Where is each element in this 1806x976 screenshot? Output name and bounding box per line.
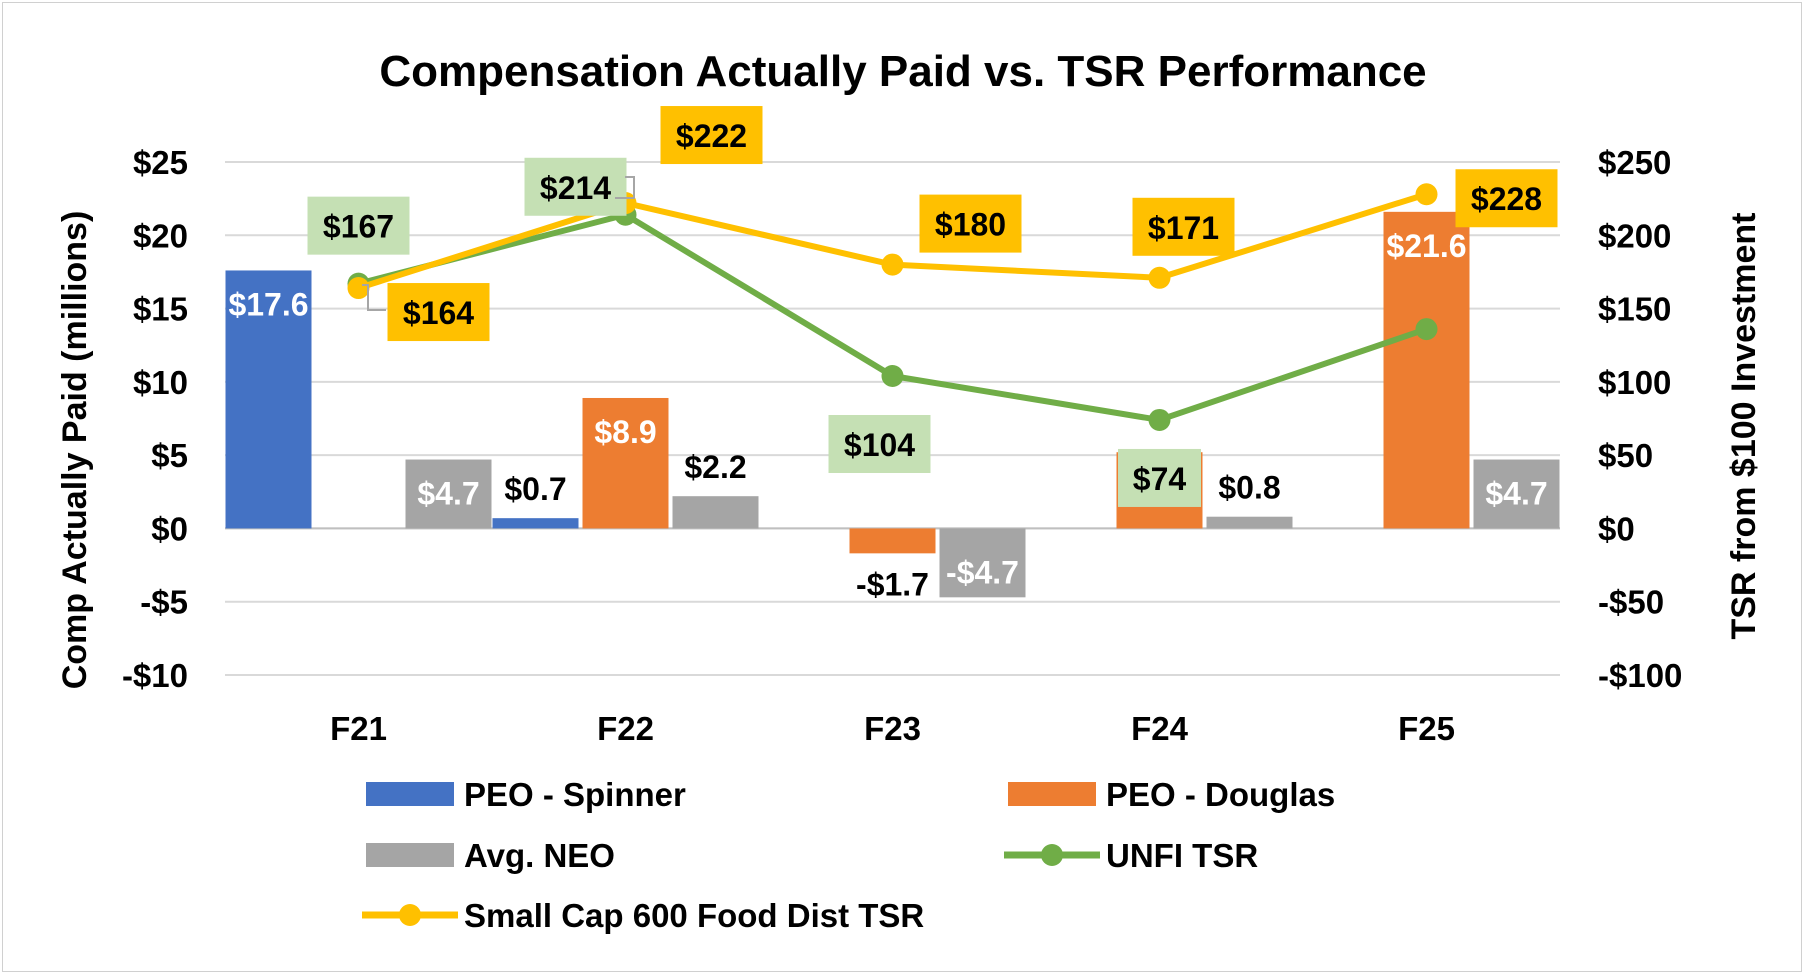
category-label: F24 [1131, 710, 1189, 747]
line-label-box [919, 194, 1022, 253]
category-label: F22 [597, 710, 654, 747]
bar [492, 518, 579, 529]
line-marks [347, 183, 1438, 431]
left-axis-ticks: $25 $20 $15 $10 $5 $0 -$5 -$10 [122, 144, 188, 694]
right-tick-label: -$100 [1598, 657, 1682, 694]
bar-data-label: -$1.7 [856, 566, 929, 602]
chart-title: Compensation Actually Paid vs. TSR Perfo… [379, 47, 1426, 96]
series-marker [1148, 408, 1171, 431]
legend-swatch [366, 782, 454, 806]
line-data-label: $167 [323, 209, 394, 245]
right-tick-label: $150 [1598, 291, 1671, 328]
bar-data-label: $2.2 [684, 449, 746, 485]
legend-label: Small Cap 600 Food Dist TSR [464, 897, 924, 934]
left-tick-label: $15 [133, 291, 188, 328]
right-tick-label: $100 [1598, 364, 1671, 401]
bar-data-label: $8.9 [594, 414, 656, 450]
series-marker [1148, 266, 1171, 289]
bar-data-label: $4.7 [1485, 476, 1547, 512]
bar [1383, 211, 1470, 529]
line-label-box [1132, 197, 1235, 256]
bar-data-label: $0.8 [1218, 470, 1280, 506]
right-axis-title: TSR from $100 Investment [1725, 212, 1763, 639]
bar [939, 528, 1026, 598]
series-marker [1415, 318, 1438, 341]
category-labels: F21 F22 F23 F24 F25 [330, 710, 1455, 747]
line-label-box [387, 283, 490, 342]
line-label-box [307, 196, 410, 255]
line-label-box [660, 106, 763, 165]
data-labels: $17.6$0.7$8.9-$1.7$5.2$21.6$4.7$2.2-$4.7… [228, 106, 1558, 602]
line-data-label: $104 [844, 427, 915, 463]
line-data-label: $74 [1133, 461, 1187, 497]
line-data-label: $180 [935, 207, 1006, 243]
bar [582, 397, 669, 529]
right-tick-label: -$50 [1598, 584, 1664, 621]
line-data-label: $222 [676, 118, 747, 154]
right-tick-label: $50 [1598, 437, 1653, 474]
bar-data-label: $4.7 [417, 476, 479, 512]
bar-data-label: -$4.7 [946, 554, 1019, 590]
line-data-label: $164 [403, 295, 474, 331]
category-label: F23 [864, 710, 921, 747]
bar [849, 528, 936, 554]
series-marker [881, 364, 904, 387]
line-label-box [524, 157, 627, 216]
line-data-label: $171 [1148, 210, 1219, 246]
left-tick-label: $20 [133, 217, 188, 254]
line-label-box [1455, 169, 1558, 228]
legend: PEO - Spinner PEO - Douglas Avg. NEO UNFI T… [362, 776, 1335, 934]
legend-swatch [366, 843, 454, 867]
bar [672, 496, 759, 529]
bar [225, 270, 312, 529]
legend-label: UNFI TSR [1106, 837, 1258, 874]
left-tick-label: $25 [133, 144, 188, 181]
left-tick-label: $0 [151, 510, 188, 547]
legend-label: Avg. NEO [464, 837, 615, 874]
bar [1206, 516, 1293, 529]
bar-data-label: $21.6 [1386, 228, 1466, 264]
legend-swatch-marker [1041, 844, 1063, 866]
bar-marks [225, 211, 1560, 598]
series-marker [1415, 183, 1438, 206]
left-tick-label: -$10 [122, 657, 188, 694]
legend-swatch [1008, 782, 1096, 806]
bar-data-label: $0.7 [504, 471, 566, 507]
legend-label: PEO - Douglas [1106, 776, 1335, 813]
line-label-box [828, 414, 931, 473]
left-tick-label: -$5 [140, 584, 188, 621]
leader-line [362, 284, 386, 311]
left-tick-label: $10 [133, 364, 188, 401]
category-label: F21 [330, 710, 387, 747]
series-marker [347, 277, 370, 300]
legend-label: PEO - Spinner [464, 776, 686, 813]
right-tick-label: $200 [1598, 217, 1671, 254]
legend-swatch-marker [399, 904, 421, 926]
bar [1473, 459, 1560, 529]
line-data-label: $214 [540, 170, 611, 206]
line-label-box [1118, 448, 1201, 507]
right-axis-ticks: $250 $200 $150 $100 $50 $0 -$50 -$100 [1598, 144, 1682, 694]
left-tick-label: $5 [151, 437, 188, 474]
leader-line [615, 176, 635, 199]
line-data-label: $228 [1471, 181, 1542, 217]
right-tick-label: $0 [1598, 510, 1635, 547]
right-tick-label: $250 [1598, 144, 1671, 181]
series-marker [881, 253, 904, 276]
bar-data-label: $17.6 [228, 286, 308, 322]
category-label: F25 [1398, 710, 1455, 747]
bar [405, 459, 492, 529]
left-axis-title: Comp Actually Paid (millions) [56, 211, 94, 690]
